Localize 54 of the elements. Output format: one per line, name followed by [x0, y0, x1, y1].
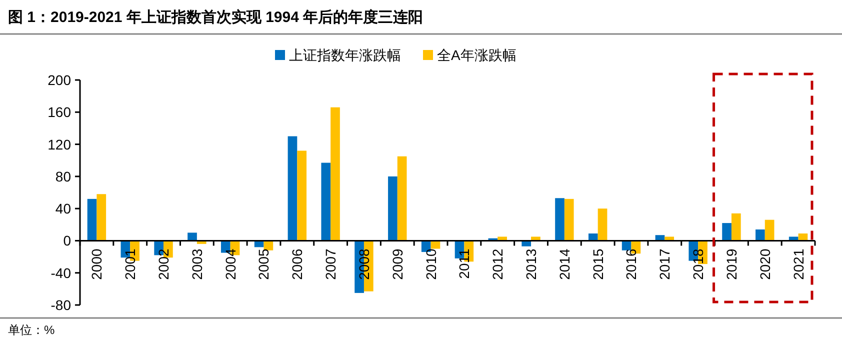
bar	[321, 162, 331, 241]
y-tick-label: 120	[48, 136, 72, 152]
legend-label: 上证指数年涨跌幅	[289, 47, 401, 63]
x-tick-label: 2006	[289, 248, 306, 280]
x-tick-label: 2008	[356, 248, 372, 280]
x-tick-label: 2005	[256, 248, 272, 280]
y-tick-label: -40	[50, 264, 72, 281]
bar	[722, 223, 732, 241]
legend-label: 全A年涨跌幅	[437, 47, 516, 63]
bar	[87, 198, 97, 241]
y-tick-label: 160	[48, 104, 72, 120]
bar	[598, 208, 608, 241]
x-tick-label: 2016	[623, 248, 640, 280]
x-tick-label: 2002	[156, 248, 172, 280]
x-tick-label: 2021	[790, 248, 806, 280]
x-tick-label: 2017	[656, 248, 673, 280]
bar	[330, 107, 340, 241]
x-tick-label: 2007	[322, 248, 339, 280]
y-tick-label: 200	[48, 72, 72, 88]
x-tick-label: 2014	[556, 248, 572, 280]
text: 单位：%	[8, 323, 55, 337]
x-tick-label: 2018	[690, 248, 706, 280]
x-tick-label: 2004	[222, 248, 238, 280]
x-tick-label: 2013	[523, 248, 540, 280]
x-tick-label: 2015	[590, 248, 606, 280]
bar	[564, 198, 574, 241]
bar	[622, 240, 632, 250]
x-tick-label: 2001	[122, 248, 138, 280]
bar	[297, 150, 307, 241]
bar	[522, 240, 532, 246]
x-tick-label: 2000	[88, 248, 105, 280]
bar	[388, 176, 398, 241]
x-tick-label: 2011	[456, 248, 472, 279]
x-tick-label: 2012	[490, 248, 506, 280]
y-tick-label: 40	[55, 200, 72, 217]
x-tick-label: 2010	[422, 248, 439, 280]
x-tick-label: 2020	[756, 248, 773, 280]
x-tick-label: 2009	[389, 248, 406, 280]
chart-title: 图 1：2019-2021 年上证指数首次实现 1994 年后的年度三连阳	[8, 8, 424, 26]
bar	[555, 198, 564, 241]
x-tick-label: 2019	[723, 248, 740, 280]
bar	[756, 229, 765, 241]
bar	[96, 194, 106, 241]
bar	[764, 220, 774, 241]
bar	[288, 136, 298, 241]
y-tick-label: 80	[55, 168, 72, 184]
bar	[397, 156, 407, 241]
x-tick-label: 2003	[188, 248, 205, 280]
bar	[588, 233, 598, 241]
bar	[430, 240, 440, 249]
bar	[188, 232, 197, 241]
y-tick-label: -80	[50, 297, 72, 313]
bar	[731, 213, 741, 241]
y-tick-label: 0	[63, 232, 72, 249]
